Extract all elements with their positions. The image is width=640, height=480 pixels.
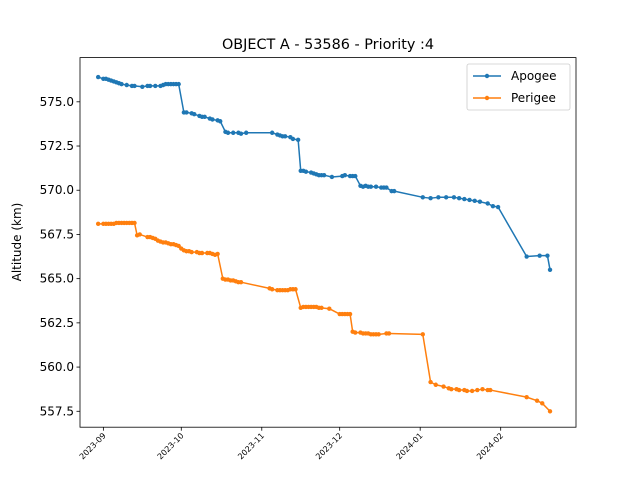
perigee-point xyxy=(269,287,275,292)
apogee-point xyxy=(373,184,379,189)
perigee-point xyxy=(376,332,381,337)
legend-perigee-marker xyxy=(484,95,490,101)
y-tick-label: 572.5 xyxy=(40,139,74,153)
apogee-point xyxy=(244,130,249,135)
apogee-point xyxy=(485,201,490,206)
apogee-point xyxy=(451,195,457,200)
apogee-point xyxy=(472,198,477,204)
apogee-point xyxy=(392,188,397,194)
y-axis-label: Altitude (km) xyxy=(10,203,24,282)
perigee-point xyxy=(132,220,137,226)
apogee-point xyxy=(147,83,153,89)
apogee-point xyxy=(140,84,145,89)
y-tick-label: 557.5 xyxy=(40,404,74,418)
legend-apogee-label: Apogee xyxy=(511,69,557,83)
perigee-point xyxy=(293,287,298,292)
apogee-point xyxy=(420,195,425,200)
apogee-point xyxy=(495,204,501,210)
apogee-point xyxy=(282,134,288,139)
perigee-point xyxy=(347,311,353,317)
apogee-point xyxy=(176,81,181,87)
apogee-point xyxy=(477,199,483,204)
perigee-point xyxy=(534,398,540,403)
y-tick-label: 567.5 xyxy=(40,227,74,241)
apogee-point xyxy=(456,195,462,201)
apogee-point xyxy=(290,136,296,142)
perigee-point xyxy=(95,221,101,227)
apogee-point xyxy=(295,137,301,143)
y-tick-label: 575.0 xyxy=(40,95,74,109)
perigee-point xyxy=(433,382,438,387)
perigee-point xyxy=(319,305,324,311)
apogee-point xyxy=(238,131,244,136)
apogee-point xyxy=(384,185,389,190)
perigee-point xyxy=(353,330,358,335)
apogee-point xyxy=(436,195,441,200)
perigee-point xyxy=(547,409,553,414)
apogee-point xyxy=(192,111,197,117)
perigee-point xyxy=(137,232,142,237)
apogee-point xyxy=(231,130,236,135)
legend-apogee-marker xyxy=(484,73,490,79)
apogee-point xyxy=(545,253,550,258)
perigee-point xyxy=(428,379,433,385)
perigee-point xyxy=(215,251,220,257)
y-tick-label: 565.0 xyxy=(40,272,74,286)
apogee-point xyxy=(153,83,158,89)
apogee-point xyxy=(462,196,467,202)
perigee-point xyxy=(441,384,446,389)
apogee-point xyxy=(490,203,496,209)
plot-area xyxy=(80,57,576,428)
perigee-point xyxy=(480,386,485,392)
perigee-point xyxy=(199,250,205,256)
perigee-point xyxy=(189,249,194,255)
legend-perigee-label: Perigee xyxy=(511,91,556,105)
perigee-point xyxy=(420,332,425,337)
apogee-point xyxy=(443,195,449,200)
perigee-point xyxy=(464,388,470,394)
apogee-point xyxy=(202,114,207,120)
perigee-point xyxy=(449,386,454,392)
chart-title: OBJECT A - 53586 - Priority :4 xyxy=(222,37,434,53)
apogee-point xyxy=(329,174,335,180)
perigee-point xyxy=(540,401,545,406)
perigee-point xyxy=(238,279,244,285)
apogee-point xyxy=(225,130,231,135)
perigee-point xyxy=(469,388,475,394)
perigee-point xyxy=(386,331,392,336)
apogee-point xyxy=(537,253,542,258)
apogee-point xyxy=(119,81,124,87)
apogee-point xyxy=(524,254,529,259)
y-tick-label: 560.0 xyxy=(40,360,74,374)
perigee-point xyxy=(475,387,480,393)
y-tick-label: 570.0 xyxy=(40,183,74,197)
apogee-point xyxy=(124,82,129,88)
apogee-point xyxy=(342,173,348,178)
apogee-point xyxy=(184,110,189,115)
perigee-point xyxy=(488,387,493,393)
apogee-point xyxy=(353,173,358,179)
apogee-point xyxy=(467,197,472,203)
apogee-point xyxy=(368,184,374,189)
perigee-point xyxy=(524,394,529,400)
y-tick-label: 562.5 xyxy=(40,316,74,330)
apogee-point xyxy=(218,119,223,124)
apogee-point xyxy=(132,83,137,89)
perigee-point xyxy=(327,306,332,311)
plot-frame xyxy=(79,57,577,428)
apogee-point xyxy=(321,173,327,178)
apogee-point xyxy=(210,117,215,122)
apogee-point xyxy=(303,169,309,174)
apogee-point xyxy=(547,267,553,273)
data-layer xyxy=(95,74,553,414)
apogee-point xyxy=(269,130,275,135)
legend: Apogee Perigee xyxy=(466,63,571,111)
apogee-point xyxy=(95,74,101,80)
perigee-point xyxy=(456,387,462,393)
apogee-point xyxy=(428,195,433,201)
